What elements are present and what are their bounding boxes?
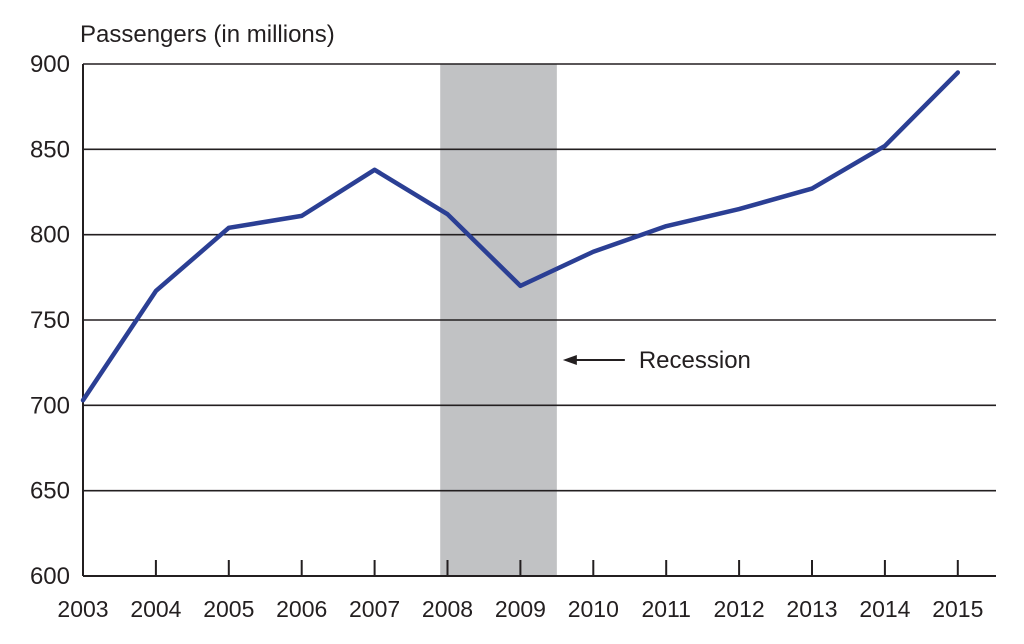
- data-point-2012: [737, 207, 741, 211]
- data-point-2003: [81, 398, 85, 402]
- recession-annotation: Recession: [562, 347, 751, 374]
- y-axis-label: Passengers (in millions): [80, 21, 335, 48]
- data-point-2005: [227, 226, 231, 230]
- data-point-2013: [810, 187, 814, 191]
- data-point-2006: [300, 214, 304, 218]
- x-tick-label-2010: 2010: [568, 596, 619, 622]
- x-tick-label-2009: 2009: [495, 596, 546, 622]
- data-point-2007: [373, 168, 377, 172]
- x-tick-label-2003: 2003: [57, 596, 108, 622]
- y-tick-label-800: 800: [30, 222, 70, 249]
- x-tick-label-2005: 2005: [203, 596, 254, 622]
- data-point-2015: [956, 71, 960, 75]
- y-tick-label-900: 900: [30, 51, 70, 78]
- x-tick-label-2006: 2006: [276, 596, 327, 622]
- x-tick-label-2013: 2013: [786, 596, 837, 622]
- data-point-2010: [591, 250, 595, 254]
- recession-arrow-head: [562, 355, 577, 365]
- data-point-2004: [154, 289, 158, 293]
- data-point-2011: [664, 224, 668, 228]
- recession-label: Recession: [639, 347, 751, 374]
- x-tick-label-2012: 2012: [714, 596, 765, 622]
- data-point-2009: [518, 284, 522, 288]
- x-tick-label-2004: 2004: [130, 596, 181, 622]
- y-tick-label-750: 750: [30, 307, 70, 334]
- data-point-2014: [883, 144, 887, 148]
- y-tick-label-650: 650: [30, 478, 70, 505]
- x-tick-label-2011: 2011: [641, 596, 690, 622]
- x-tick-label-2008: 2008: [422, 596, 473, 622]
- x-tick-label-2007: 2007: [349, 596, 400, 622]
- y-tick-label-600: 600: [30, 563, 70, 590]
- x-tick-label-2014: 2014: [859, 596, 910, 622]
- data-point-2008: [446, 212, 449, 216]
- y-tick-label-850: 850: [30, 136, 70, 163]
- y-tick-label-700: 700: [30, 392, 70, 419]
- x-tick-label-2015: 2015: [932, 596, 983, 622]
